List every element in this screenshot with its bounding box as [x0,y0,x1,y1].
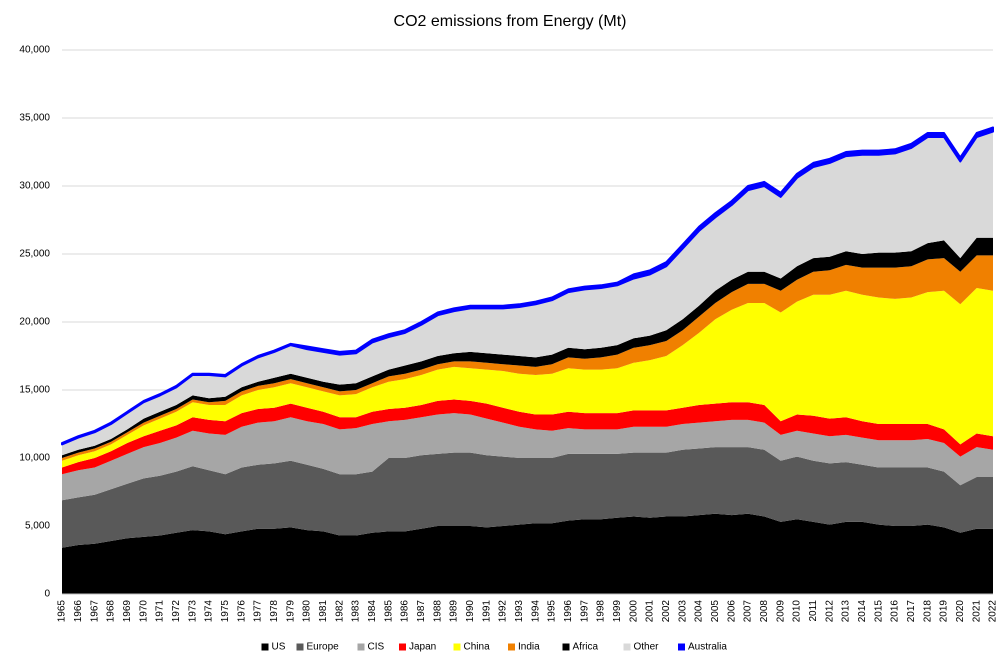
legend-label: Africa [573,642,599,653]
x-tick-label: 1976 [236,600,247,623]
x-tick-label: 1999 [612,600,623,623]
legend-label: US [272,642,286,653]
x-tick-label: 1977 [253,600,264,623]
legend-label: China [464,642,491,653]
legend-swatch [453,643,461,651]
x-tick-label: 2011 [808,600,819,622]
legend-swatch [623,643,631,651]
legend-swatch [296,643,304,651]
x-tick-label: 1987 [416,600,427,623]
x-tick-label: 2022 [988,600,998,623]
x-tick-label: 1969 [122,600,133,623]
y-tick-label: 15,000 [19,385,50,396]
y-tick-label: 25,000 [19,249,50,260]
x-tick-label: 1971 [155,600,166,623]
x-tick-label: 1993 [514,600,525,623]
x-tick-label: 2002 [661,600,672,623]
x-tick-label: 1979 [285,600,296,623]
x-tick-label: 1991 [481,600,492,623]
legend-swatch [399,643,406,651]
y-tick-label: 20,000 [19,317,50,328]
legend-label: India [518,642,540,653]
x-tick-label: 2019 [939,600,950,623]
x-tick-label: 2021 [971,600,982,623]
y-tick-label: 5,000 [25,521,50,532]
legend-swatch [357,643,365,651]
x-tick-label: 1995 [547,600,558,623]
x-tick-label: 1981 [318,600,329,623]
x-tick-label: 1978 [269,600,280,623]
legend-swatch [508,643,515,651]
x-tick-label: 1966 [73,600,84,623]
x-tick-label: 2004 [694,600,705,623]
legend-label: Japan [409,642,436,653]
x-tick-label: 1972 [171,600,182,623]
legend: US Europe CIS Japan China India Africa Other Aus… [261,642,727,653]
x-tick-label: 2020 [955,600,966,623]
x-tick-label: 1967 [89,600,100,623]
x-tick-label: 1984 [367,600,378,623]
y-tick-label: 35,000 [19,113,50,124]
y-tick-label: 10,000 [19,453,50,464]
legend-label: CIS [368,642,385,653]
x-tick-label: 1975 [220,600,231,623]
area [62,131,993,456]
legend-label: Other [634,642,660,653]
x-tick-label: 1985 [383,600,394,623]
x-tick-label: 2012 [824,600,835,623]
x-tick-label: 1990 [465,600,476,623]
area [62,255,993,461]
x-tick-label: 1968 [106,600,117,623]
y-tick-label: 40,000 [19,45,50,56]
x-tick-label: 1970 [138,600,149,623]
y-tick-label: 0 [44,589,50,600]
x-tick-label: 1994 [530,600,541,623]
x-tick-label: 1980 [302,600,313,623]
x-tick-label: 2005 [710,600,721,623]
legend-label: Europe [307,642,340,653]
x-tick-label: 1988 [432,600,443,623]
x-tick-label: 2009 [775,600,786,623]
x-tick-label: 1986 [400,600,411,623]
x-tick-label: 2006 [726,600,737,623]
legend-swatch [562,643,570,651]
x-tick-label: 2001 [645,600,656,623]
area [62,288,993,468]
x-tick-label: 1997 [579,600,590,623]
x-tick-label: 2010 [792,600,803,623]
x-tick-label: 1989 [449,600,460,623]
x-tick-label: 2017 [906,600,917,623]
x-tick-label: 2003 [677,600,688,623]
chart-title: CO2 emissions from Energy (Mt) [394,13,627,30]
x-tick-label: 1974 [204,600,215,623]
area [62,237,993,458]
x-tick-label: 2013 [841,600,852,623]
x-tick-label: 1982 [334,600,345,623]
x-tick-label: 2000 [628,600,639,623]
x-tick-label: 1998 [596,600,607,623]
x-tick-label: 2007 [743,600,754,623]
legend-label: Australia [688,642,727,653]
area [61,126,994,446]
y-tick-label: 30,000 [19,181,50,192]
area [62,513,993,594]
x-tick-label: 2016 [890,600,901,623]
area [62,413,993,501]
x-tick-label: 1996 [563,600,574,623]
x-tick-label: 1973 [187,600,198,623]
area [62,447,993,548]
x-tick-label: 2008 [759,600,770,623]
x-tick-label: 2014 [857,600,868,623]
x-tick-label: 1983 [351,600,362,623]
x-tick-label: 2015 [873,600,884,623]
x-tick-label: 1992 [498,600,509,623]
legend-swatch [261,643,269,651]
x-tick-label: 2018 [922,600,933,623]
area [62,399,993,475]
x-tick-label: 1965 [57,600,68,623]
legend-swatch [678,643,685,651]
